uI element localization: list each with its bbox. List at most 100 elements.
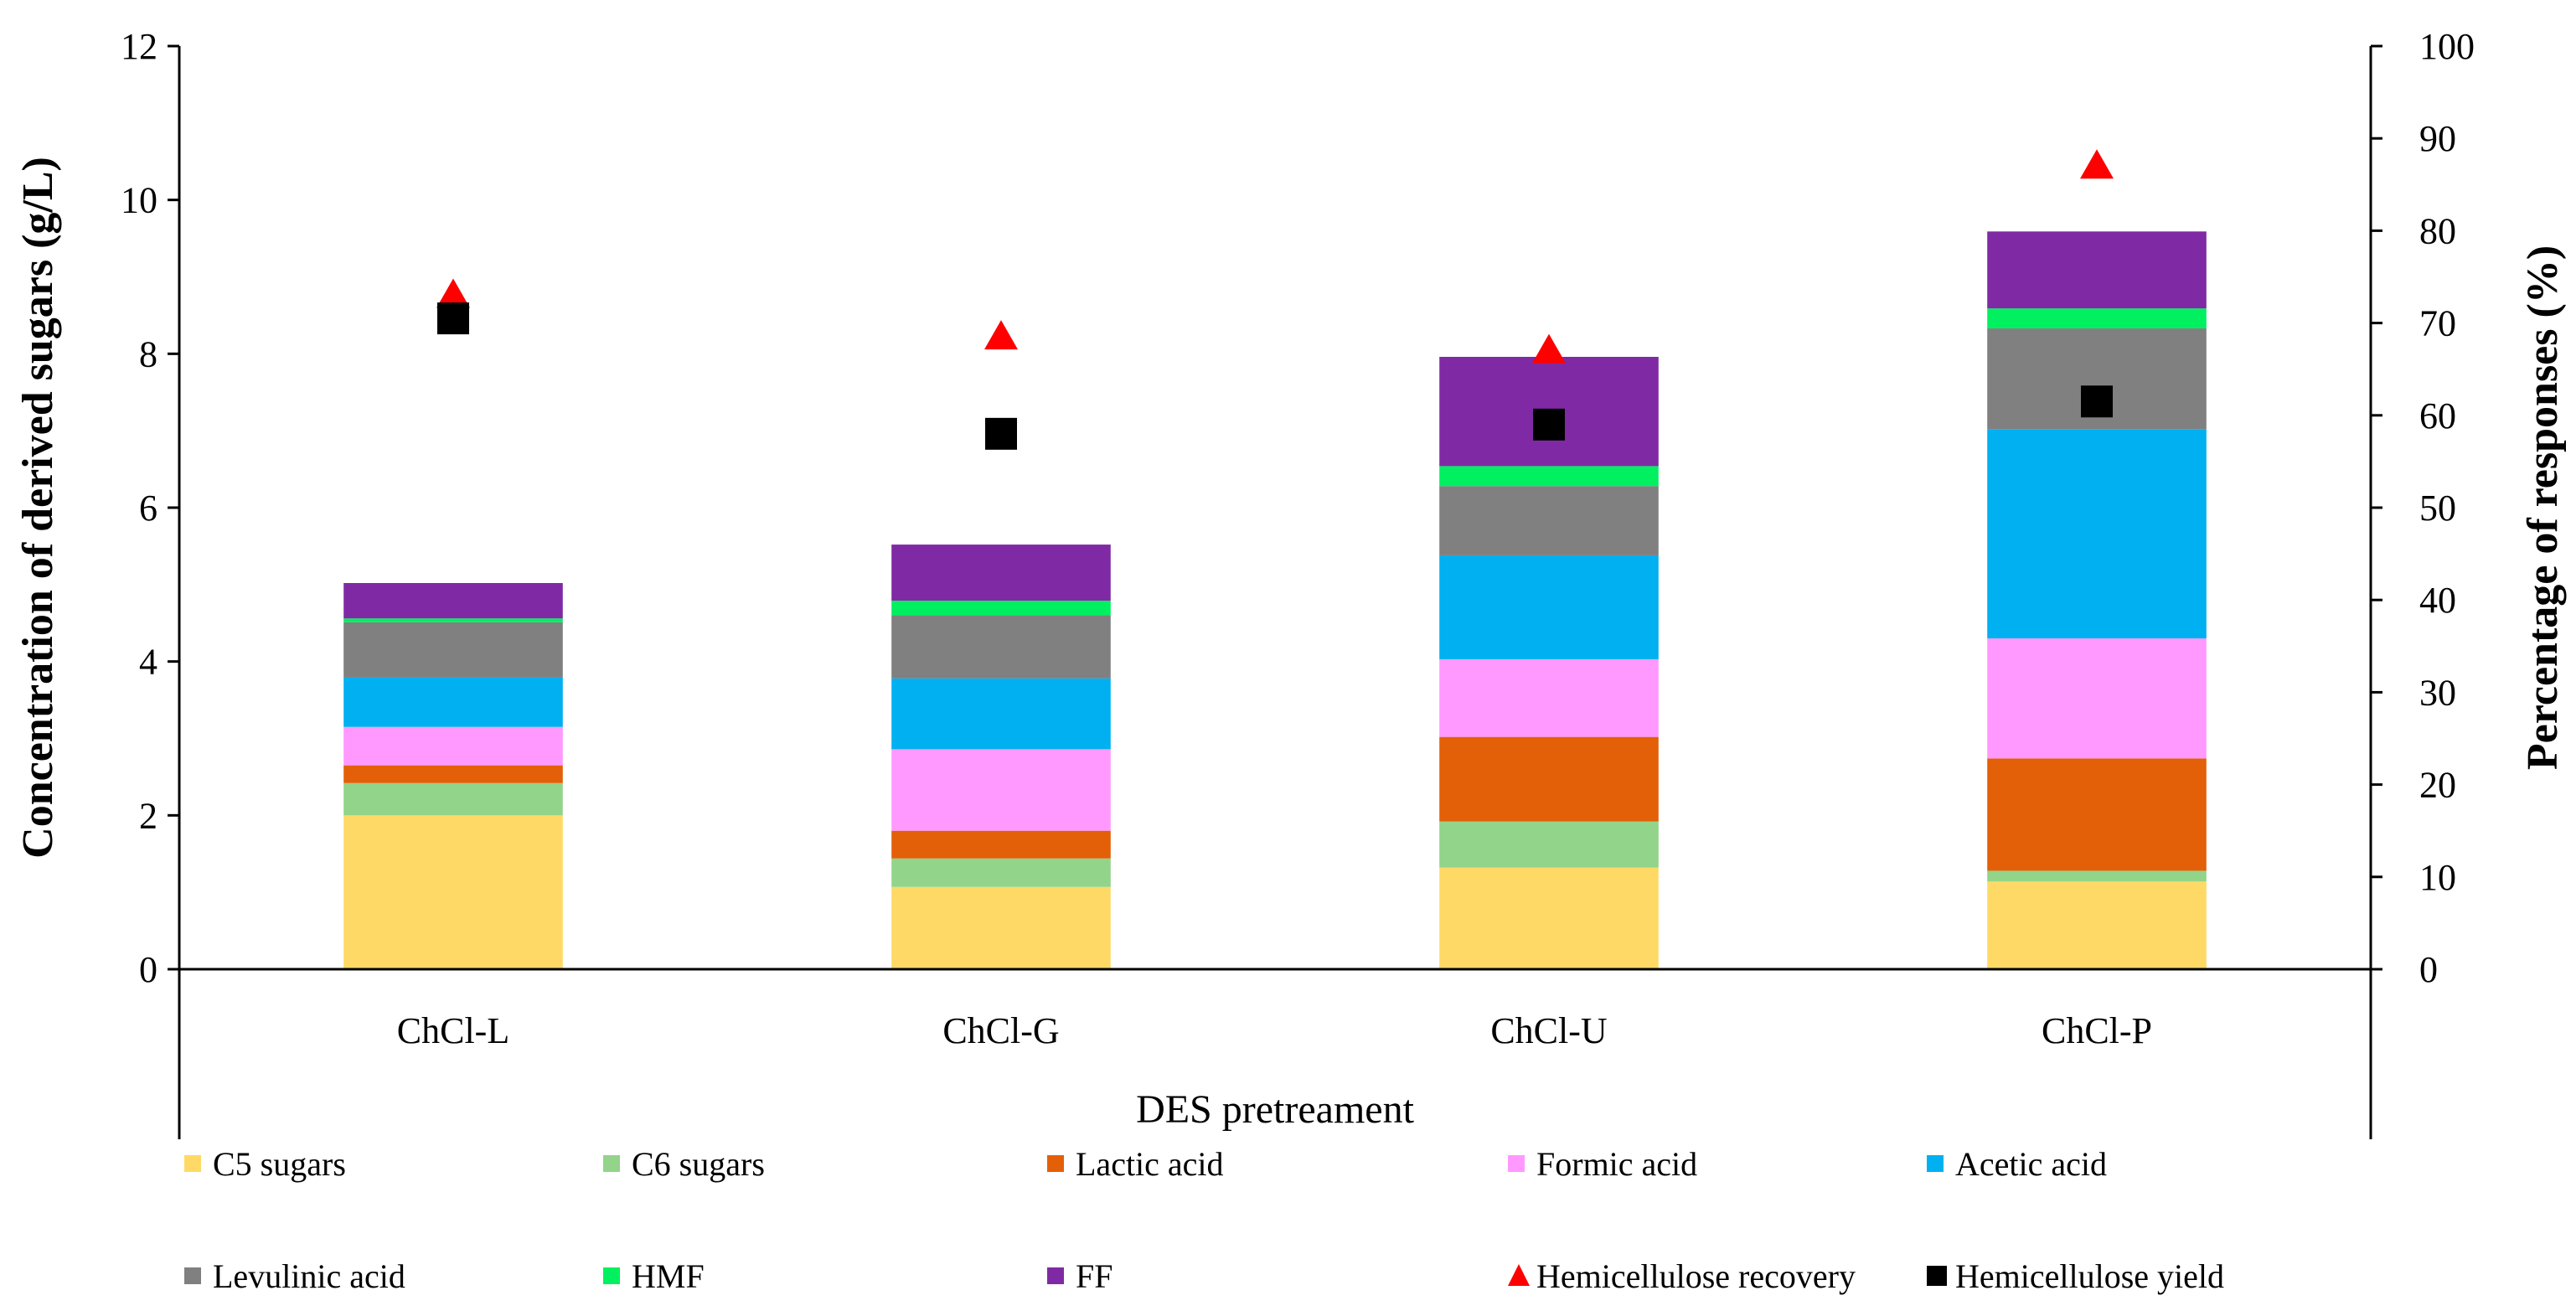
- bar-stack: [1987, 231, 2207, 969]
- legend-label: C6 sugars: [632, 1145, 765, 1183]
- y-tick-label: 0: [139, 949, 157, 990]
- y2-tick-label: 100: [2419, 26, 2475, 67]
- legend-item: C5 sugars: [184, 1145, 346, 1183]
- yield-marker: [985, 417, 1017, 450]
- category-label: ChCl-P: [2042, 1010, 2152, 1051]
- legend-label: Levulinic acid: [213, 1257, 405, 1295]
- legend-item: Levulinic acid: [184, 1257, 405, 1295]
- y2-tick-label: 40: [2419, 580, 2456, 621]
- bar-segment: [1439, 821, 1659, 868]
- yield-marker: [2081, 385, 2113, 418]
- category-label: ChCl-L: [397, 1010, 509, 1051]
- y2-tick-label: 70: [2419, 303, 2456, 344]
- bar-segment: [343, 677, 563, 727]
- legend-item: HMF: [603, 1257, 705, 1295]
- y-tick-label: 2: [139, 795, 157, 836]
- legend-item: C6 sugars: [603, 1145, 765, 1183]
- bar-segment: [1439, 736, 1659, 822]
- bar-segment: [343, 726, 563, 766]
- bar-segment: [1439, 466, 1659, 487]
- right-axis-ticks: 0 10 20 30 40 50 60 70 80 90 100: [2371, 26, 2475, 990]
- bar-segment: [1987, 231, 2207, 309]
- x-axis-title: DES pretreament: [1136, 1087, 1415, 1132]
- legend-item: Hemicellulose recovery: [1508, 1257, 1856, 1295]
- y2-axis-title: Percentage of responses (%): [2519, 245, 2567, 770]
- bar-segment: [891, 886, 1111, 969]
- legend-label: HMF: [632, 1257, 705, 1295]
- bar-segment: [1439, 867, 1659, 969]
- bar-segment: [343, 782, 563, 816]
- legend-item: FF: [1047, 1257, 1113, 1295]
- legend-swatch: [1927, 1155, 1944, 1172]
- bar-segment: [1987, 429, 2207, 639]
- left-axis-ticks: 0 2 4 6 8 10 12: [121, 26, 179, 990]
- legend-item: Hemicellulose yield: [1927, 1257, 2224, 1295]
- bar-segment: [1987, 638, 2207, 759]
- recovery-marker: [436, 278, 470, 308]
- legend-item: Formic acid: [1508, 1145, 1697, 1183]
- y2-tick-label: 10: [2419, 857, 2456, 898]
- y2-tick-label: 50: [2419, 488, 2456, 529]
- legend-label: Hemicellulose recovery: [1536, 1257, 1856, 1295]
- category-labels: ChCl-L ChCl-G ChCl-U ChCl-P: [397, 1010, 2152, 1051]
- bar-segment: [891, 749, 1111, 831]
- recovery-marker: [984, 320, 1018, 350]
- legend: C5 sugars C6 sugars Lactic acid Formic acid…: [184, 1145, 2224, 1295]
- bar-segment: [891, 545, 1111, 601]
- y-tick-label: 4: [139, 642, 157, 683]
- bar-segment: [1987, 881, 2207, 969]
- bar-segment: [343, 815, 563, 969]
- legend-swatch: [603, 1267, 620, 1284]
- recovery-marker: [1532, 333, 1566, 364]
- bar-segment: [891, 615, 1111, 679]
- legend-swatch: [603, 1155, 620, 1172]
- legend-swatch: [1508, 1264, 1530, 1286]
- scatter-markers: [436, 149, 2114, 450]
- bar-segment: [1987, 870, 2207, 882]
- bar-segment: [343, 618, 563, 622]
- bar-segment: [1987, 758, 2207, 871]
- category-label: ChCl-G: [942, 1010, 1059, 1051]
- y-tick-label: 12: [121, 26, 157, 67]
- legend-swatch: [184, 1155, 201, 1172]
- y-tick-label: 10: [121, 180, 157, 221]
- bar-segment: [891, 830, 1111, 859]
- y2-tick-label: 0: [2419, 949, 2438, 990]
- bar-segment: [891, 858, 1111, 887]
- legend-label: FF: [1076, 1257, 1113, 1295]
- bar-segment: [343, 622, 563, 678]
- bar-segment: [1439, 658, 1659, 737]
- yield-marker: [437, 302, 469, 335]
- legend-item: Lactic acid: [1047, 1145, 1224, 1183]
- legend-swatch: [1047, 1267, 1064, 1284]
- bar-stack: [1439, 357, 1659, 969]
- y2-tick-label: 20: [2419, 765, 2456, 806]
- bar-segment: [891, 601, 1111, 616]
- bar-stack: [343, 582, 563, 969]
- legend-swatch: [1508, 1155, 1525, 1172]
- y2-tick-label: 60: [2419, 395, 2456, 436]
- bar-segment: [891, 678, 1111, 750]
- legend-label: Lactic acid: [1076, 1145, 1224, 1183]
- y-tick-label: 6: [139, 488, 157, 529]
- bar-segment: [1439, 555, 1659, 659]
- legend-label: C5 sugars: [213, 1145, 346, 1183]
- bar-segment: [1987, 308, 2207, 329]
- category-label: ChCl-U: [1490, 1010, 1607, 1051]
- legend-label: Hemicellulose yield: [1955, 1257, 2224, 1295]
- y2-tick-label: 30: [2419, 672, 2456, 713]
- legend-swatch: [1047, 1155, 1064, 1172]
- bar-segment: [1439, 486, 1659, 555]
- y2-tick-label: 80: [2419, 210, 2456, 251]
- legend-swatch: [184, 1267, 201, 1284]
- yield-marker: [1533, 408, 1565, 441]
- legend-label: Acetic acid: [1955, 1145, 2107, 1183]
- y2-tick-label: 90: [2419, 118, 2456, 159]
- stacked-bars: [343, 231, 2207, 969]
- recovery-marker: [2080, 149, 2114, 179]
- legend-label: Formic acid: [1536, 1145, 1697, 1183]
- bar-segment: [343, 582, 563, 619]
- bar-stack: [891, 545, 1111, 969]
- legend-item: Acetic acid: [1927, 1145, 2107, 1183]
